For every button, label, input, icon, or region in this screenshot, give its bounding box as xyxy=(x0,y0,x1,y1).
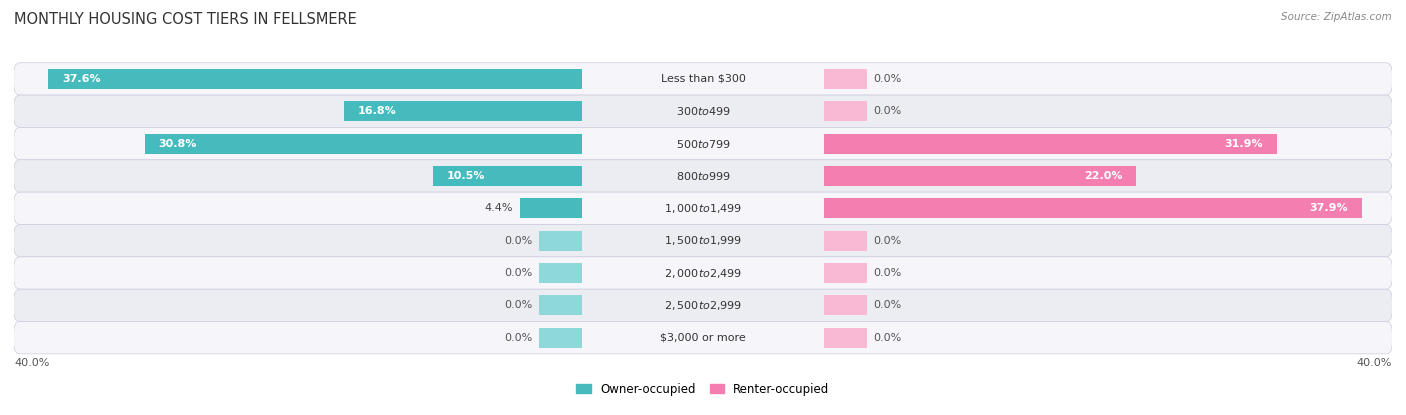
Bar xyxy=(540,328,582,348)
Text: 0.0%: 0.0% xyxy=(873,300,901,310)
Text: 31.9%: 31.9% xyxy=(1225,139,1263,149)
Text: Source: ZipAtlas.com: Source: ZipAtlas.com xyxy=(1281,12,1392,22)
Bar xyxy=(520,198,582,218)
Text: $800 to $999: $800 to $999 xyxy=(675,170,731,182)
Bar xyxy=(824,101,866,121)
Bar xyxy=(824,231,866,251)
Text: $3,000 or more: $3,000 or more xyxy=(661,333,745,343)
Text: $2,000 to $2,499: $2,000 to $2,499 xyxy=(664,266,742,280)
Bar xyxy=(433,166,582,186)
Bar xyxy=(824,328,866,348)
Text: 10.5%: 10.5% xyxy=(447,171,485,181)
Bar xyxy=(824,166,1136,186)
Text: $300 to $499: $300 to $499 xyxy=(675,105,731,117)
Text: 16.8%: 16.8% xyxy=(357,106,396,116)
Text: $1,500 to $1,999: $1,500 to $1,999 xyxy=(664,234,742,247)
Text: 0.0%: 0.0% xyxy=(873,333,901,343)
Bar xyxy=(343,101,582,121)
Bar xyxy=(824,263,866,283)
FancyBboxPatch shape xyxy=(14,322,1392,354)
Bar xyxy=(824,198,1362,218)
Text: 40.0%: 40.0% xyxy=(14,358,49,368)
Bar xyxy=(540,295,582,315)
FancyBboxPatch shape xyxy=(14,127,1392,160)
Text: 37.9%: 37.9% xyxy=(1310,203,1348,213)
FancyBboxPatch shape xyxy=(14,225,1392,257)
Text: 30.8%: 30.8% xyxy=(159,139,197,149)
FancyBboxPatch shape xyxy=(14,95,1392,127)
Text: $500 to $799: $500 to $799 xyxy=(675,138,731,150)
FancyBboxPatch shape xyxy=(14,63,1392,95)
FancyBboxPatch shape xyxy=(14,192,1392,225)
Text: 0.0%: 0.0% xyxy=(505,236,533,246)
Text: $2,500 to $2,999: $2,500 to $2,999 xyxy=(664,299,742,312)
Bar xyxy=(824,69,866,89)
Text: 0.0%: 0.0% xyxy=(873,268,901,278)
Text: $1,000 to $1,499: $1,000 to $1,499 xyxy=(664,202,742,215)
Bar xyxy=(824,134,1277,154)
Text: 22.0%: 22.0% xyxy=(1084,171,1122,181)
Text: 37.6%: 37.6% xyxy=(62,74,101,84)
Text: MONTHLY HOUSING COST TIERS IN FELLSMERE: MONTHLY HOUSING COST TIERS IN FELLSMERE xyxy=(14,12,357,27)
Bar xyxy=(824,295,866,315)
FancyBboxPatch shape xyxy=(14,257,1392,289)
Text: 0.0%: 0.0% xyxy=(505,268,533,278)
Bar xyxy=(540,231,582,251)
Bar xyxy=(145,134,582,154)
Text: 40.0%: 40.0% xyxy=(1357,358,1392,368)
Text: Less than $300: Less than $300 xyxy=(661,74,745,84)
Text: 0.0%: 0.0% xyxy=(873,236,901,246)
Bar xyxy=(48,69,582,89)
Text: 0.0%: 0.0% xyxy=(505,300,533,310)
Text: 4.4%: 4.4% xyxy=(485,203,513,213)
Text: 0.0%: 0.0% xyxy=(505,333,533,343)
Bar xyxy=(540,263,582,283)
FancyBboxPatch shape xyxy=(14,160,1392,192)
FancyBboxPatch shape xyxy=(14,289,1392,322)
Text: 0.0%: 0.0% xyxy=(873,106,901,116)
Text: 0.0%: 0.0% xyxy=(873,74,901,84)
Legend: Owner-occupied, Renter-occupied: Owner-occupied, Renter-occupied xyxy=(572,378,834,400)
